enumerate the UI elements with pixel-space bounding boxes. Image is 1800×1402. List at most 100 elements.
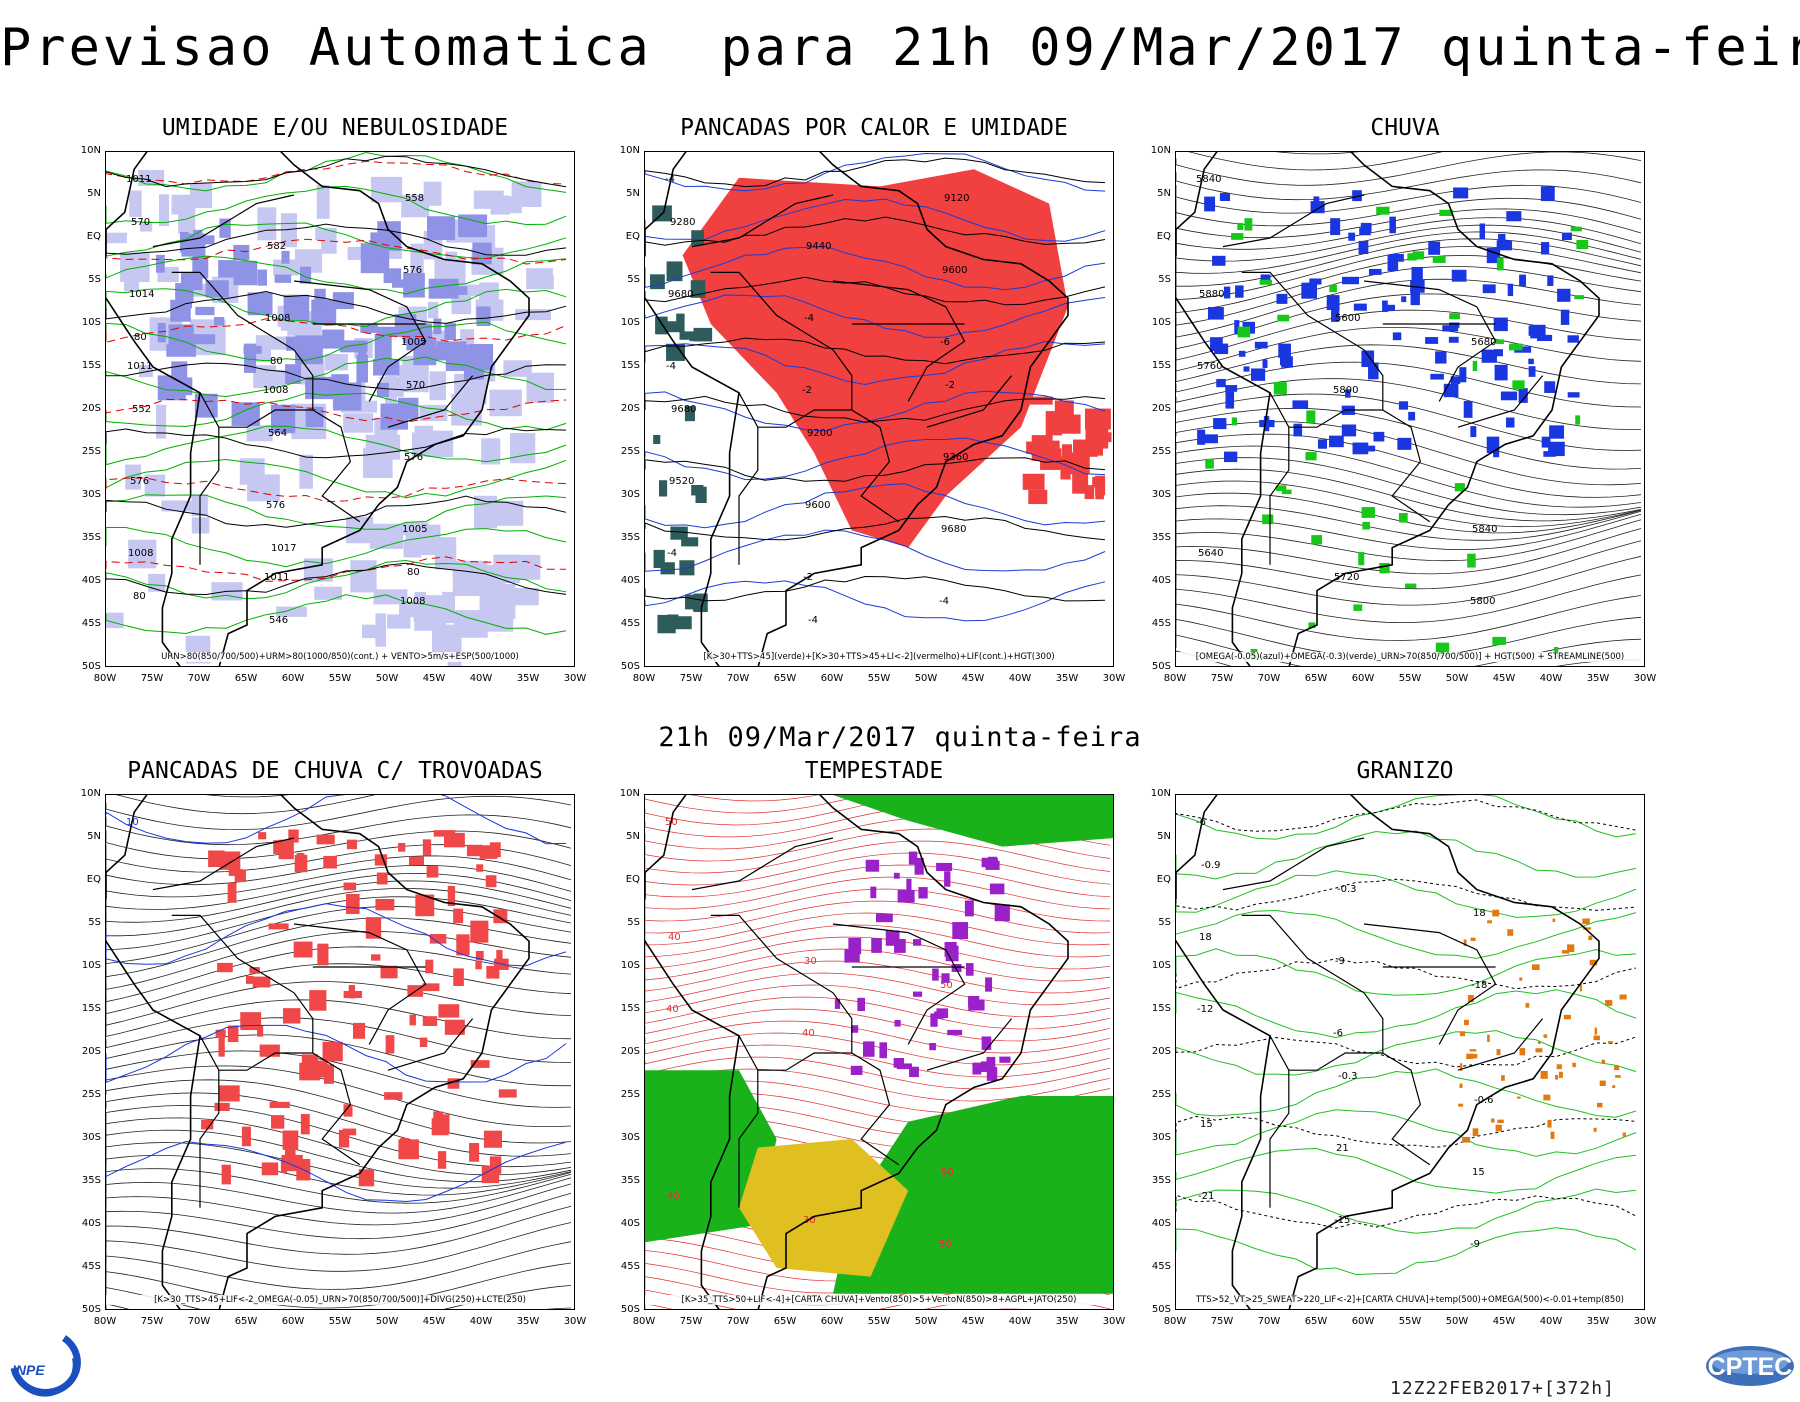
omega-blue-area — [1548, 441, 1565, 457]
humidity-area — [476, 306, 491, 326]
lon-tick-label: 80W — [632, 673, 656, 684]
humidity-area — [376, 382, 389, 397]
contour-label: 5880 — [1199, 289, 1224, 300]
country-border — [710, 271, 900, 523]
lon-tick-label: 80W — [93, 1316, 117, 1327]
streamline — [1176, 217, 1642, 250]
lon-tick-label: 65W — [1304, 1316, 1328, 1327]
omega-green-area — [1509, 343, 1523, 351]
coastline — [645, 152, 1069, 666]
lat-tick-label: 50S — [81, 1304, 101, 1315]
lat-tick-label: EQ — [1156, 874, 1171, 885]
rh-contour — [106, 527, 567, 568]
severe-area-purple — [986, 1066, 998, 1081]
lat-tick-label: 35S — [620, 1175, 640, 1186]
thunderstorm-area — [453, 968, 464, 987]
contour-label: 5840 — [1196, 174, 1221, 185]
lcte-contour — [106, 1024, 567, 1083]
omega-blue-area — [1528, 358, 1534, 365]
omega-orange-area — [1487, 1034, 1490, 1043]
contour-label: 80 — [407, 567, 420, 578]
thunderstorm-area — [227, 1025, 239, 1043]
humidity-light-area — [526, 268, 553, 290]
humidity-area — [286, 336, 296, 351]
country-border — [199, 427, 220, 565]
thunderstorm-area — [400, 1138, 409, 1152]
lat-tick-label: 15S — [620, 360, 640, 371]
map-panel-1: UMIDADE E/OU NEBULOSIDADE 10N 5N EQ 5S 10S 15S… — [55, 115, 615, 715]
humidity-area — [314, 288, 326, 308]
instability-area-teal — [676, 313, 685, 332]
lat-tick-label: 25S — [81, 1089, 101, 1100]
omega-blue-area — [1331, 306, 1340, 322]
instability-area-teal — [681, 537, 699, 547]
lat-tick-label: 5N — [87, 188, 101, 199]
lat-tick-label: 25S — [1151, 1089, 1171, 1100]
omega-blue-area — [1329, 435, 1344, 448]
omega-orange-area — [1466, 1053, 1474, 1060]
lat-tick-label: EQ — [625, 874, 640, 885]
contour-label: 5600 — [1335, 313, 1360, 324]
lon-tick-label: 55W — [867, 1316, 891, 1327]
streamline — [106, 1142, 572, 1189]
humidity-light-area — [124, 280, 140, 292]
humidity-area — [426, 216, 456, 241]
country-border — [1241, 271, 1431, 523]
lon-tick-label: 65W — [773, 1316, 797, 1327]
omega-blue-area — [1392, 332, 1402, 341]
country-border — [171, 914, 361, 1166]
omega-blue-area — [1537, 334, 1553, 342]
streamline — [1176, 169, 1642, 201]
severe-area-purple — [968, 999, 985, 1011]
lat-tick-label: 20S — [81, 1046, 101, 1057]
lon-tick-label: 40W — [469, 673, 493, 684]
severe-area-yellow — [739, 1139, 909, 1277]
omega-green-area — [1275, 485, 1287, 492]
omega-blue-area — [1223, 286, 1231, 299]
map-panel-6: GRANIZO 10N 5N EQ 5S 10S 15S 20S 25S 30S 35S 40S 45S… — [1125, 758, 1685, 1358]
streamline — [1176, 238, 1642, 287]
humidity-light-area — [371, 176, 403, 203]
contour-label: 576 — [403, 265, 422, 276]
omega-green-area — [1358, 552, 1365, 566]
panel-caption: URN>80(850/700/500)+URM>80(1000/850)(con… — [106, 652, 574, 662]
humidity-area — [333, 382, 362, 411]
wind-streamline — [645, 840, 1111, 874]
wind-streamline — [645, 960, 1111, 994]
severe-area-purple — [964, 900, 974, 917]
lon-tick-label: 30W — [1102, 673, 1126, 684]
contour-label: 40 — [802, 1028, 815, 1039]
country-border — [1457, 1018, 1544, 1071]
map-canvas: -4 -2 -4 -4 -2 -6 -4 -4 9680 9680 9600 9600 9520 9440… — [645, 152, 1112, 666]
lon-tick-label: 35W — [1586, 1316, 1610, 1327]
omega-blue-area — [1212, 255, 1226, 266]
humidity-light-area — [403, 540, 422, 558]
omega-blue-area — [1263, 416, 1270, 432]
humidity-light-area — [139, 221, 153, 232]
forecast-datetime-subtitle: 21h 09/Mar/2017 quinta-feira — [658, 722, 1142, 753]
lat-tick-label: 30S — [620, 1132, 640, 1143]
omega-blue-area — [1358, 240, 1369, 255]
omega-green-area — [1512, 380, 1525, 390]
streamline — [106, 905, 572, 964]
rain-area-green — [833, 1096, 1113, 1294]
humidity-area — [218, 260, 236, 278]
humidity-area — [283, 294, 310, 321]
temp500-contour — [1176, 1194, 1637, 1229]
humidity-light-area — [276, 606, 307, 617]
omega-blue-area — [1541, 436, 1551, 448]
streamline — [106, 830, 572, 860]
instability-area-teal — [653, 434, 661, 444]
map-panel-4: PANCADAS DE CHUVA C/ TROVOADAS 10N 5N EQ 5S 1… — [55, 758, 615, 1358]
wind-streamline — [645, 936, 1111, 970]
streamline — [106, 981, 572, 1026]
omega-orange-area — [1467, 994, 1474, 1003]
severe-area-purple — [918, 887, 928, 899]
omega-orange-area — [1543, 1094, 1551, 1101]
thunderstorm-area — [322, 1041, 343, 1062]
thunderstorm-area — [415, 894, 435, 917]
lat-tick-label: 10N — [80, 788, 101, 799]
streamline — [106, 795, 572, 831]
omega-blue-area — [1518, 388, 1528, 403]
wind-streamline — [645, 1044, 1111, 1078]
